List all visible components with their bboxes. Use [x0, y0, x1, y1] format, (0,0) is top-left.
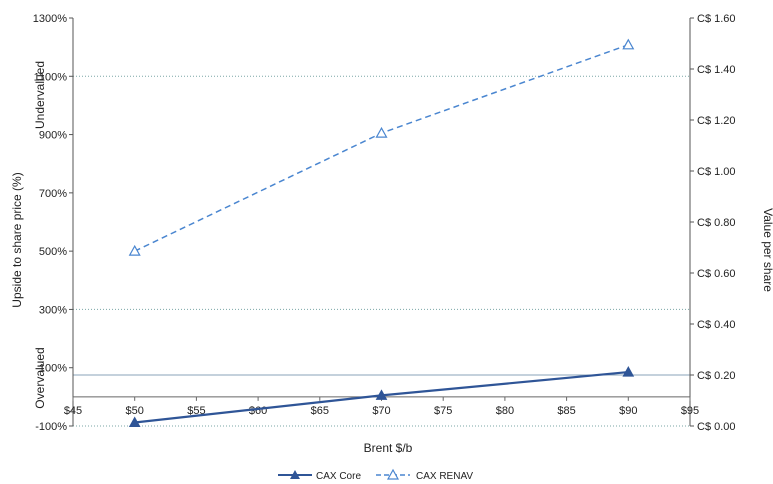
y-left-tick-label: 1300% — [33, 13, 67, 25]
region-label-overvalued: Overvalued — [33, 347, 47, 408]
x-tick-label: $65 — [311, 405, 329, 417]
legend-item-cax-renav: CAX RENAV — [376, 468, 473, 482]
x-tick-label: $85 — [557, 405, 575, 417]
x-tick-label: $90 — [619, 405, 637, 417]
y-right-tick-label: C$ 1.00 — [697, 166, 736, 178]
y-left-tick-label: 100% — [39, 363, 67, 375]
region-label-undervalued: Undervalued — [33, 61, 47, 129]
y-left-axis-label: Upside to share price (%) — [10, 172, 24, 307]
y-left-tick-label: -100% — [35, 421, 67, 433]
axes — [72, 18, 691, 426]
legend-label-cax-core: CAX Core — [316, 471, 361, 482]
x-tick-label: $95 — [681, 405, 699, 417]
x-tick-label: $60 — [249, 405, 267, 417]
series-line-1 — [134, 44, 629, 252]
y-right-tick-label: C$ 1.60 — [697, 13, 736, 25]
y-right-tick-label: C$ 1.20 — [697, 115, 736, 127]
y-left-tick-label: 700% — [39, 188, 67, 200]
x-tick-label: $55 — [187, 405, 205, 417]
y-left-tick-label: 900% — [39, 130, 67, 142]
series-0-point — [375, 389, 388, 400]
y-right-tick-label: C$ 0.00 — [697, 421, 736, 433]
y-right-tick-label: C$ 1.40 — [697, 64, 736, 76]
x-tick-label: $75 — [434, 405, 452, 417]
legend: CAX Core CAX RENAV — [278, 468, 473, 482]
legend-item-cax-core: CAX Core — [278, 470, 361, 482]
series-1-point — [622, 38, 635, 50]
y-right-tick-label: C$ 0.80 — [697, 217, 736, 229]
y-left-tick-label: 500% — [39, 246, 67, 258]
x-tick-label: $80 — [496, 405, 514, 417]
y-left-tick-label: 1100% — [34, 71, 68, 83]
y-left-axis-ticks: -100% 100% 300% 500% 700% 900% 1100% 1300% — [33, 13, 73, 433]
series-1-point — [375, 126, 388, 138]
y-left-tick-label: 300% — [39, 304, 67, 316]
y-right-axis-label: Value per share — [761, 208, 773, 292]
y-right-tick-label: C$ 0.40 — [697, 319, 736, 331]
y-right-tick-label: C$ 0.60 — [697, 268, 736, 280]
series-layer — [128, 38, 635, 428]
legend-label-cax-renav: CAX RENAV — [416, 471, 473, 482]
x-tick-label: $45 — [64, 405, 82, 417]
x-tick-label: $50 — [126, 405, 144, 417]
x-axis-label: Brent $/b — [364, 441, 413, 455]
series-0-point — [128, 416, 141, 428]
series-1-point — [128, 244, 141, 256]
series-0-point — [622, 366, 635, 377]
x-axis-ticks: $45 $50 $55 $60 $65 $70 $75 $80 $85 $90 $95 — [64, 396, 699, 417]
x-tick-label: $70 — [372, 405, 390, 417]
y-right-axis-ticks: C$ 0.00 C$ 0.20 C$ 0.40 C$ 0.60 C$ 0.80 C$ 1.… — [690, 13, 736, 433]
y-right-tick-label: C$ 0.20 — [697, 370, 736, 382]
